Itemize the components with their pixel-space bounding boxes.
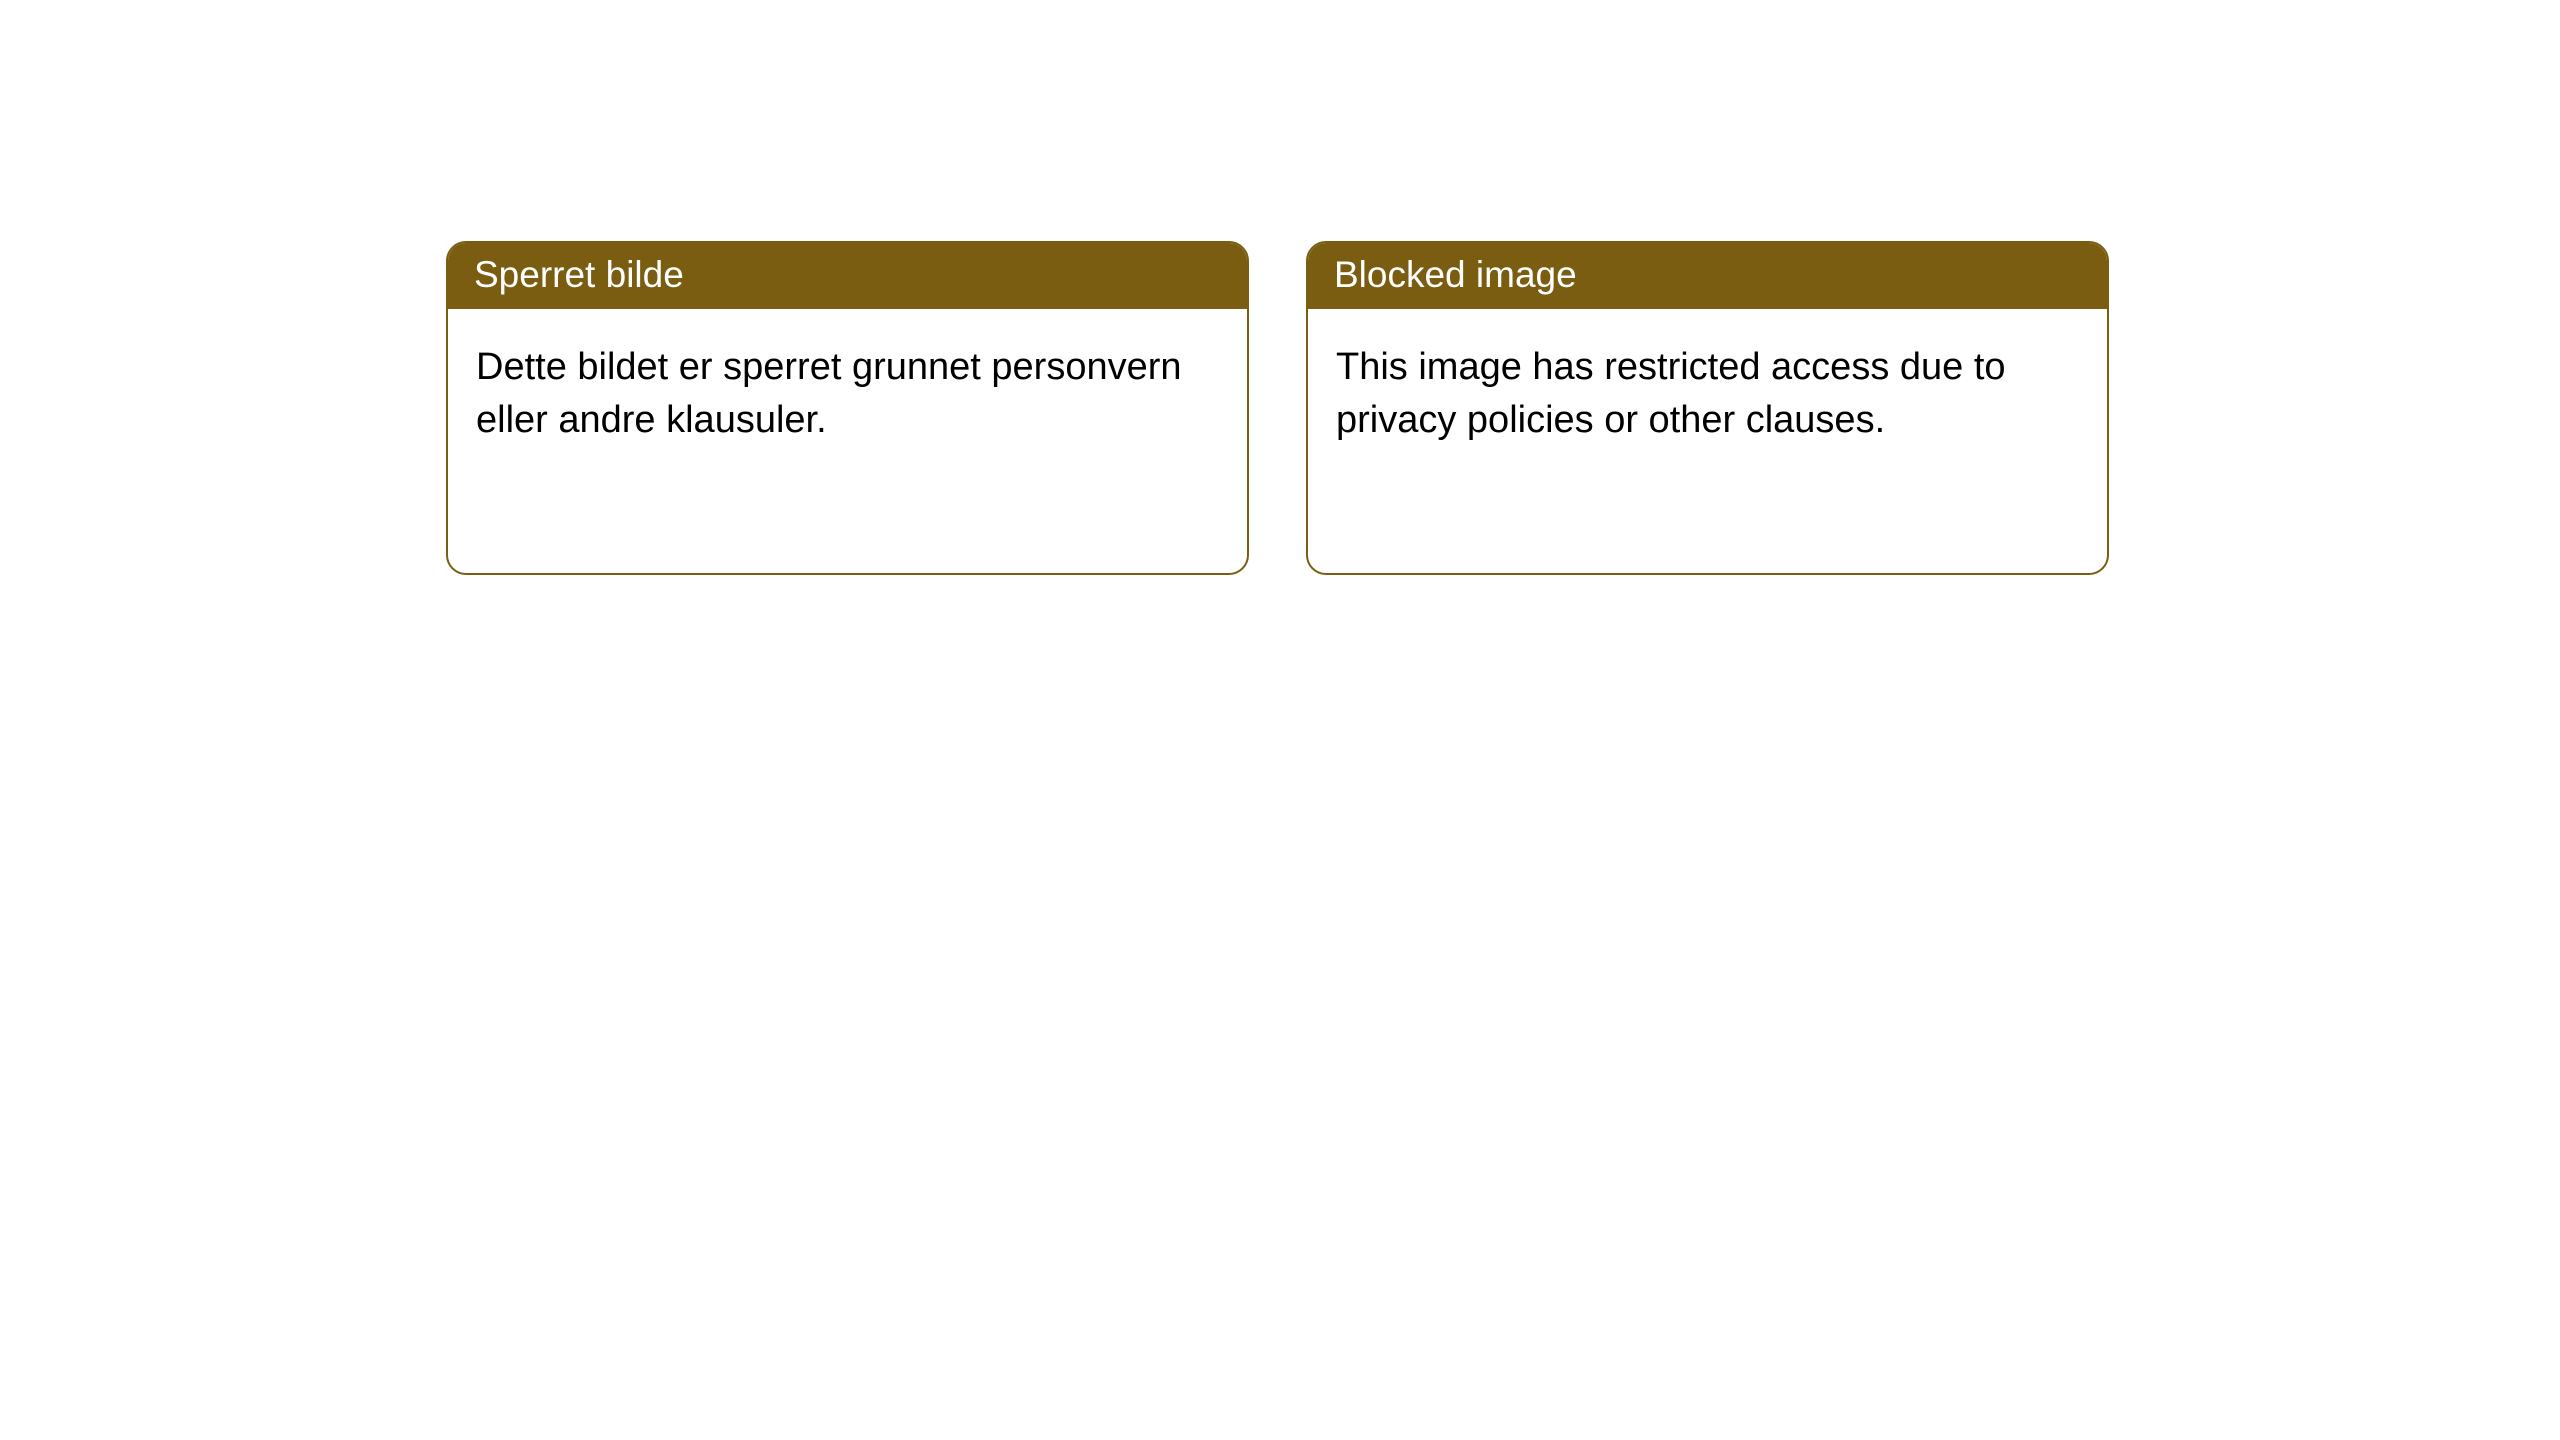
card-body-text: This image has restricted access due to … — [1336, 346, 2006, 440]
blocked-image-card-no: Sperret bilde Dette bildet er sperret gr… — [446, 241, 1249, 575]
card-body: Dette bildet er sperret grunnet personve… — [448, 309, 1247, 478]
blocked-image-card-en: Blocked image This image has restricted … — [1306, 241, 2109, 575]
card-header: Sperret bilde — [448, 243, 1247, 309]
card-body-text: Dette bildet er sperret grunnet personve… — [476, 346, 1182, 440]
card-container: Sperret bilde Dette bildet er sperret gr… — [0, 0, 2560, 575]
card-title: Sperret bilde — [474, 254, 684, 295]
card-title: Blocked image — [1334, 254, 1577, 295]
card-header: Blocked image — [1308, 243, 2107, 309]
card-body: This image has restricted access due to … — [1308, 309, 2107, 478]
